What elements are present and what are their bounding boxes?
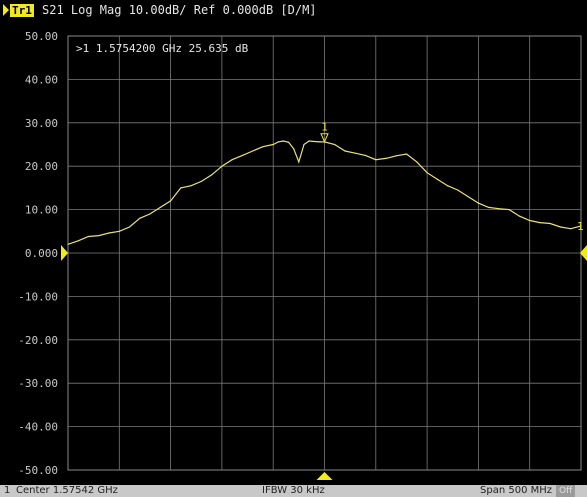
trace-point bbox=[231, 159, 233, 161]
trace-point bbox=[364, 154, 367, 156]
y-tick-label: 50.00 bbox=[25, 30, 58, 43]
trace-point bbox=[488, 206, 490, 209]
trace-point bbox=[395, 155, 397, 157]
y-tick-label: -40.00 bbox=[18, 421, 58, 434]
channel-number: 1 bbox=[4, 485, 11, 496]
trace-point bbox=[477, 202, 479, 204]
grid bbox=[68, 36, 581, 470]
trace-point bbox=[559, 226, 562, 228]
center-frequency-marker-icon bbox=[316, 472, 333, 480]
trace-point bbox=[98, 235, 100, 237]
trace-line bbox=[67, 140, 582, 245]
trace-point bbox=[518, 215, 521, 217]
trace-point bbox=[149, 213, 151, 215]
y-tick-label: 0.000 bbox=[25, 247, 58, 260]
trace-point bbox=[375, 159, 377, 161]
trace-point bbox=[118, 230, 120, 232]
trace-point bbox=[308, 140, 310, 142]
trace-point bbox=[508, 209, 510, 211]
trace-header: Tr1 S21 Log Mag 10.00dB/ Ref 0.000dB [D/… bbox=[0, 0, 587, 20]
trace-point bbox=[549, 222, 551, 225]
status-bar: 1 Center 1.57542 GHz IFBW 30 kHz Span 50… bbox=[0, 485, 587, 497]
ifbw-value[interactable]: IFBW 30 kHz bbox=[262, 485, 325, 496]
trace-point bbox=[87, 235, 90, 238]
trace-point bbox=[221, 165, 223, 167]
trace-point bbox=[139, 217, 141, 219]
ref-level-left-marker-icon bbox=[61, 245, 68, 261]
trace-point bbox=[293, 148, 295, 150]
trace-point bbox=[344, 150, 346, 152]
trace-point bbox=[282, 140, 285, 142]
trace-point bbox=[436, 178, 438, 180]
trace-point bbox=[303, 143, 305, 146]
trace-point bbox=[529, 219, 531, 222]
trace-point bbox=[190, 185, 192, 187]
trace-end-label: 1 bbox=[577, 220, 584, 233]
trace-point bbox=[498, 208, 500, 210]
trace-point bbox=[241, 154, 243, 156]
center-frequency[interactable]: Center 1.57542 GHz bbox=[16, 485, 118, 496]
trace-point bbox=[77, 240, 79, 242]
trace-point bbox=[180, 187, 182, 189]
trace-point bbox=[539, 222, 541, 224]
off-badge[interactable]: Off bbox=[556, 485, 576, 497]
y-tick-label: 30.00 bbox=[25, 117, 58, 130]
trace-point bbox=[570, 228, 572, 230]
marker-1-label: 1 bbox=[321, 121, 328, 134]
trace-point bbox=[318, 141, 320, 143]
active-trace-arrow-icon[interactable] bbox=[3, 4, 9, 16]
y-tick-label: -30.00 bbox=[18, 377, 58, 390]
y-tick-label: -20.00 bbox=[18, 334, 58, 347]
ref-level-right-marker-icon bbox=[580, 245, 587, 261]
trace-point bbox=[262, 146, 264, 148]
trace-point bbox=[405, 153, 408, 155]
trace-label[interactable]: S21 Log Mag 10.00dB/ Ref 0.000dB [D/M] bbox=[42, 3, 317, 17]
trace-point bbox=[298, 161, 300, 163]
trace-point bbox=[211, 174, 213, 176]
trace-point bbox=[272, 143, 274, 146]
trace-tag[interactable]: Tr1 bbox=[10, 4, 34, 17]
trace-point bbox=[159, 206, 161, 209]
y-tick-labels: 50.00 40.00 30.00 20.00 10.00 0.000 -10.00 -20.… bbox=[18, 30, 58, 477]
y-tick-label: 40.00 bbox=[25, 73, 58, 86]
y-tick-label: -10.00 bbox=[18, 290, 58, 303]
trace-point bbox=[457, 189, 459, 191]
trace-point bbox=[252, 150, 254, 152]
trace-point bbox=[354, 152, 356, 154]
marker-1-icon bbox=[320, 133, 329, 143]
trace-point bbox=[128, 226, 131, 228]
trace-point bbox=[334, 143, 336, 146]
trace-point bbox=[385, 157, 387, 159]
trace-point bbox=[200, 180, 202, 182]
trace-point bbox=[67, 243, 69, 245]
span-value[interactable]: Span 500 MHz bbox=[480, 485, 553, 496]
y-tick-label: -50.00 bbox=[18, 464, 58, 477]
trace-point bbox=[580, 225, 582, 227]
trace-point bbox=[277, 141, 279, 143]
marker-readout: >1 1.5754200 GHz 25.635 dB bbox=[76, 42, 249, 55]
trace-point bbox=[108, 232, 110, 234]
trace-point bbox=[169, 200, 172, 202]
trace-point bbox=[446, 185, 449, 187]
trace-point bbox=[426, 172, 428, 174]
y-tick-label: 20.00 bbox=[25, 160, 58, 173]
trace-point bbox=[313, 140, 315, 143]
trace-point bbox=[416, 161, 418, 163]
trace-point bbox=[287, 141, 290, 143]
marker-group: 1 1 >1 1.5754200 GHz 25.635 dB bbox=[61, 42, 587, 480]
trace-point bbox=[467, 195, 469, 198]
y-tick-label: 10.00 bbox=[25, 204, 58, 217]
